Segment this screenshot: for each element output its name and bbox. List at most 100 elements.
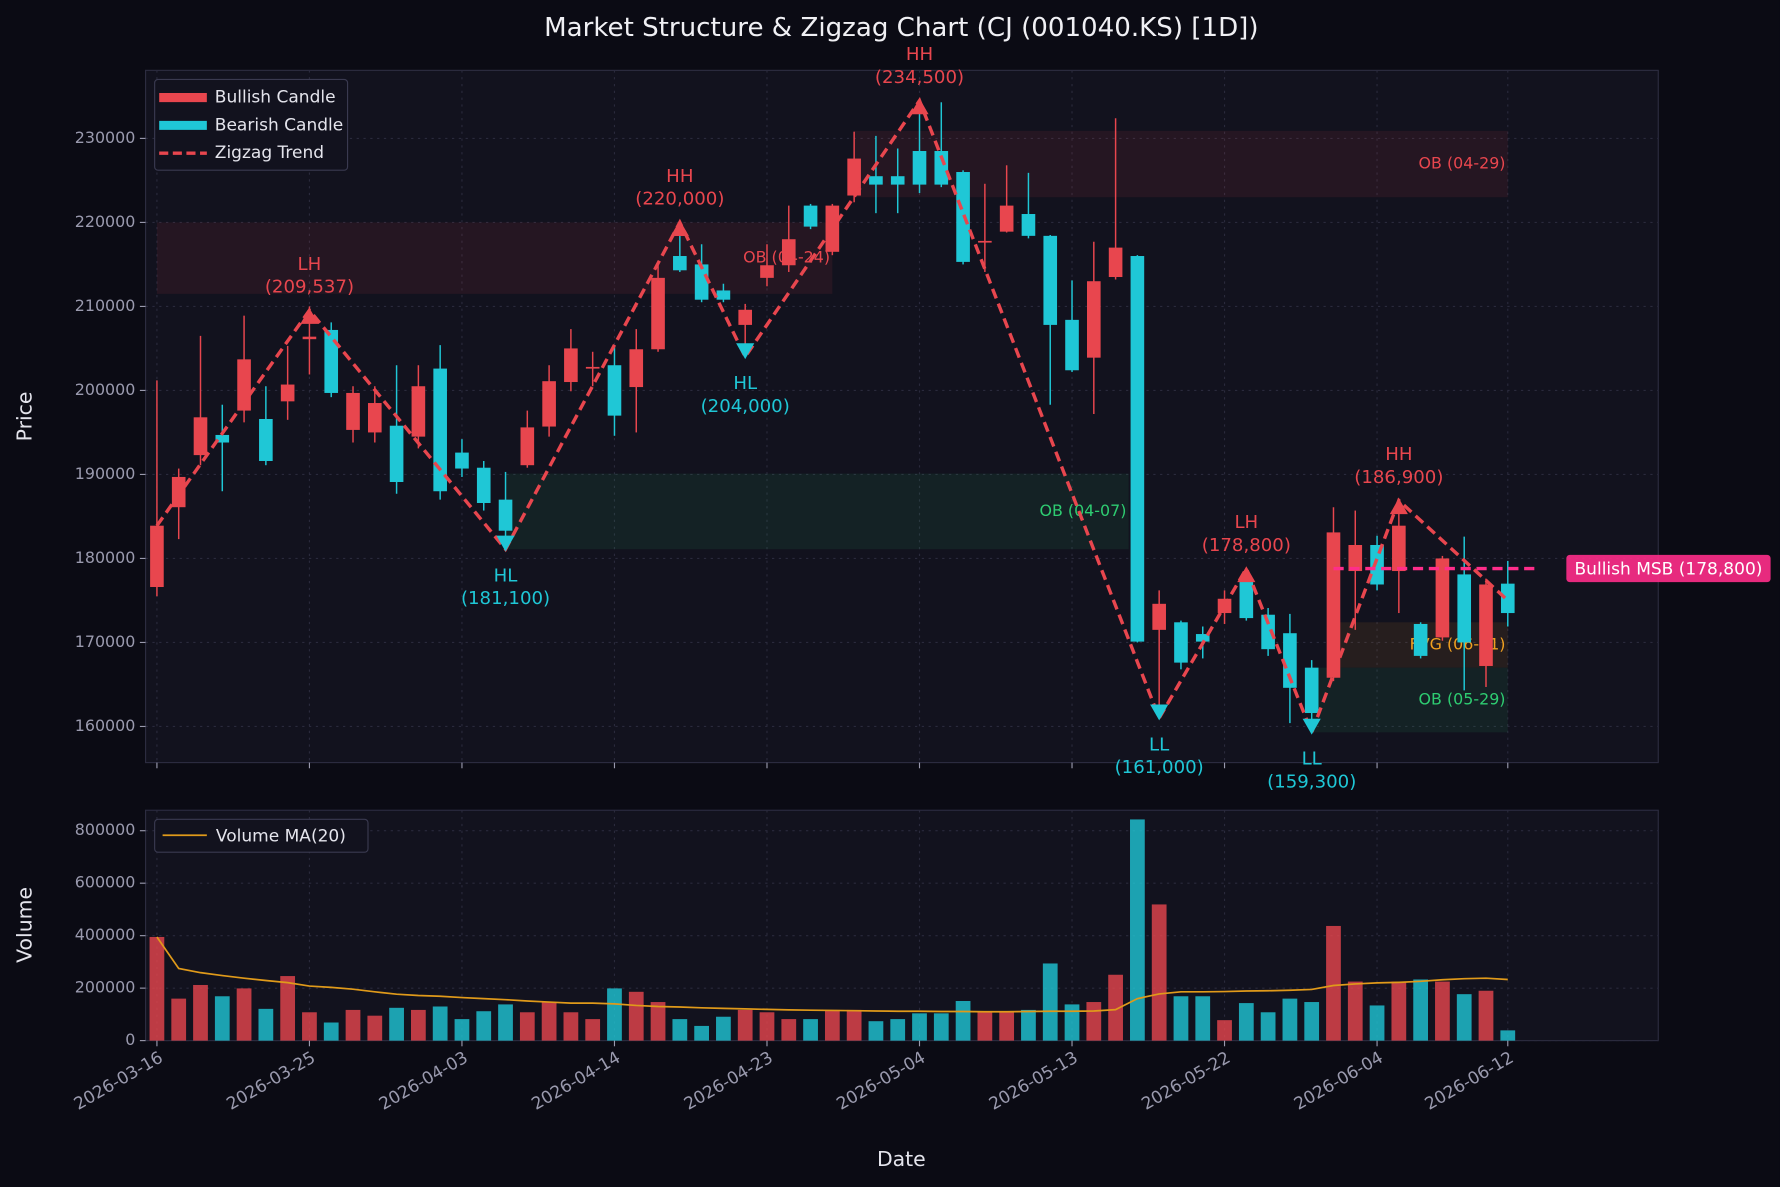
candle-body: [215, 434, 230, 443]
volume-bar: [933, 1013, 949, 1041]
candle-body: [585, 366, 600, 369]
swing-marker: [670, 220, 689, 237]
volume-bar: [498, 1004, 513, 1041]
volume-bar: [1021, 1009, 1036, 1041]
candle-body: [934, 151, 949, 185]
swing-label: HH: [666, 166, 693, 187]
volume-bar: [999, 1012, 1015, 1041]
candle-body: [150, 525, 164, 588]
legend-label: Bullish Candle: [215, 88, 336, 108]
candle-body: [367, 403, 382, 433]
candle-body: [1304, 667, 1319, 714]
volume-bar: [737, 1009, 753, 1041]
volume-bar: [868, 1021, 884, 1041]
volume-bar: [607, 988, 622, 1041]
swing-marker: [910, 98, 929, 115]
candle-body: [237, 359, 251, 411]
zone: [156, 222, 833, 294]
zone: [505, 473, 1129, 550]
volume-bar: [1347, 981, 1363, 1041]
candle-body: [1108, 247, 1123, 278]
volume-bar: [1456, 994, 1472, 1041]
volume-bar: [171, 998, 187, 1041]
y-tick-label: 220000: [75, 212, 136, 231]
volume-bar: [367, 1015, 383, 1041]
y-tick-label: 600000: [75, 873, 136, 892]
volume-bar: [454, 1019, 470, 1041]
volume-bar: [389, 1007, 404, 1041]
candle-body: [1457, 574, 1472, 643]
zone-label: OB (05-29): [1419, 689, 1506, 708]
candle-body: [1435, 558, 1450, 638]
volume-bar: [1151, 904, 1167, 1041]
swing-value-label: (159,300): [1267, 771, 1356, 792]
candle-body: [433, 368, 447, 492]
candle-body: [1500, 583, 1515, 614]
candle-body: [389, 425, 404, 482]
candle-body: [1021, 214, 1036, 236]
swing-marker: [300, 308, 319, 324]
volume-bar: [1478, 990, 1494, 1041]
y-tick-label: 230000: [75, 128, 136, 147]
candle-body: [1348, 545, 1363, 572]
volume-bar: [650, 1002, 666, 1041]
volume-bar: [585, 1019, 601, 1041]
candle-body: [1130, 256, 1145, 642]
ma-line: [156, 936, 1508, 1013]
volume-bar: [1130, 819, 1145, 1041]
swing-marker: [736, 343, 755, 360]
zone-label: OB (04-07): [1039, 501, 1126, 520]
legend-label: Bearish Candle: [215, 115, 343, 135]
legend-label: Volume MA(20): [216, 826, 346, 846]
volume-bar: [672, 1019, 688, 1041]
candle-body: [1043, 235, 1058, 325]
candle-body: [1370, 545, 1384, 585]
swing-value-label: (161,000): [1115, 757, 1204, 778]
swing-marker: [1389, 498, 1408, 515]
volume-bar: [716, 1016, 731, 1041]
swing-marker: [1237, 566, 1256, 583]
candle-body: [280, 384, 295, 402]
volume-bar: [1217, 1020, 1232, 1041]
swing-marker: [496, 535, 515, 552]
volume-bar: [149, 936, 165, 1041]
volume-bar: [824, 1009, 840, 1041]
volume-bar: [1413, 979, 1429, 1041]
volume-bar: [890, 1019, 906, 1041]
volume-bar: [236, 988, 252, 1041]
swing-value-label: (234,500): [875, 67, 964, 88]
candle-body: [1239, 581, 1254, 619]
volume-bar: [1064, 1004, 1080, 1041]
candle-body: [847, 158, 861, 196]
swing-marker: [1302, 718, 1321, 735]
candle-body: [520, 427, 535, 466]
volume-bar: [846, 1009, 862, 1041]
volume-bar: [1195, 996, 1211, 1041]
candle-body: [912, 151, 927, 185]
volume-bar: [1238, 1003, 1254, 1041]
swing-label: LL: [1302, 749, 1323, 770]
swing-value-label: (220,000): [635, 189, 724, 210]
candle-body: [738, 309, 753, 325]
candle-body: [411, 386, 426, 437]
candle-body: [324, 329, 339, 393]
candle-body: [651, 277, 665, 350]
y-tick-label: 210000: [75, 296, 136, 315]
volume-bar: [1326, 925, 1341, 1041]
swing-value-label: (204,000): [701, 396, 790, 417]
candle-body: [629, 349, 644, 388]
candle-body: [1195, 634, 1210, 642]
volume-bar: [563, 1012, 579, 1041]
y-tick-label: 800000: [75, 820, 136, 839]
volume-bar: [628, 991, 644, 1041]
y-axis-label: Volume: [12, 887, 36, 963]
volume-bar: [781, 1019, 797, 1041]
volume-bar: [694, 1025, 709, 1041]
volume-bar: [411, 1009, 426, 1041]
volume-bar: [280, 976, 296, 1041]
candle-body: [476, 467, 491, 503]
volume-bar: [977, 1012, 993, 1041]
candle-body: [1413, 623, 1428, 656]
